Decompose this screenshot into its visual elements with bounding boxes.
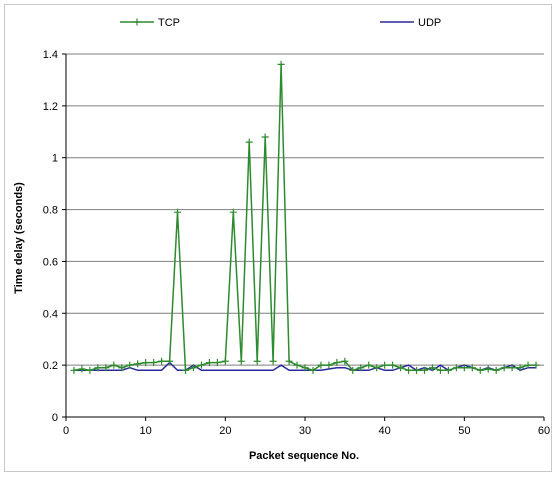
tcp-data-point — [229, 208, 237, 216]
tcp-series-line — [73, 64, 536, 372]
tcp-data-point — [94, 364, 102, 372]
tcp-data-point — [237, 357, 245, 365]
tcp-data-point — [397, 364, 405, 372]
tcp-data-point — [301, 364, 309, 372]
tcp-data-point — [357, 364, 365, 372]
tcp-data-point — [421, 366, 428, 374]
tcp-data-point — [452, 364, 460, 372]
tcp-data-point — [142, 359, 150, 367]
tcp-data-point — [78, 365, 86, 373]
tcp-data-point — [460, 364, 468, 372]
y-tick-label: 0 — [52, 412, 58, 424]
tcp-data-point — [126, 361, 134, 369]
tcp-data-point — [70, 366, 78, 374]
tcp-data-point — [428, 364, 436, 372]
tcp-data-point — [150, 359, 158, 367]
tcp-legend-label: TCP — [158, 17, 180, 29]
tcp-data-point — [158, 357, 166, 365]
y-axis-title: Time delay (seconds) — [13, 182, 25, 294]
udp-legend-entry: UDP — [380, 17, 441, 29]
tcp-data-point — [484, 365, 492, 373]
y-tick-label: 0.6 — [43, 256, 58, 268]
tcp-data-point — [349, 366, 357, 374]
x-axis-title: Packet sequence No. — [249, 450, 359, 462]
x-tick-label: 20 — [219, 425, 231, 437]
tcp-data-point — [508, 364, 516, 372]
tcp-data-point — [261, 133, 269, 141]
tcp-data-point — [285, 357, 293, 365]
tcp-data-point — [245, 138, 253, 146]
tcp-data-point — [197, 361, 205, 369]
x-tick-label: 10 — [140, 425, 152, 437]
y-tick-label: 1.2 — [43, 101, 58, 113]
tcp-data-point — [373, 364, 381, 372]
tcp-data-point — [365, 361, 373, 369]
tcp-data-point — [532, 361, 540, 369]
tcp-data-point — [166, 357, 174, 365]
tcp-data-point — [405, 366, 413, 374]
y-tick-label: 0.4 — [43, 308, 58, 320]
tcp-data-point — [110, 361, 118, 369]
x-tick-label: 60 — [538, 425, 550, 437]
y-tick-label: 1 — [52, 153, 58, 165]
tcp-data-point — [341, 357, 349, 365]
tcp-data-point — [389, 361, 397, 369]
x-tick-label: 0 — [63, 425, 69, 437]
x-tick-label: 50 — [458, 425, 470, 437]
y-tick-label: 0.2 — [43, 360, 58, 372]
tcp-data-point — [476, 366, 484, 374]
tcp-data-point — [381, 361, 389, 369]
tcp-data-point — [413, 366, 421, 374]
tcp-data-point — [524, 361, 532, 369]
tcp-legend-entry: TCP — [120, 17, 180, 29]
chart-frame — [4, 4, 552, 472]
tcp-data-point — [269, 357, 277, 365]
x-tick-label: 40 — [379, 425, 391, 437]
tcp-data-point — [325, 361, 333, 369]
tcp-data-point — [444, 366, 452, 374]
axes: 0 0.2 0.4 0.6 0.8 1 1.2 1.4 0 10 20 30 40 50 60 — [43, 49, 550, 437]
tcp-data-point — [134, 360, 142, 368]
tcp-data-point — [86, 366, 94, 374]
y-tick-label: 0.8 — [43, 205, 58, 217]
tcp-data-point — [221, 357, 229, 365]
tcp-data-point — [189, 364, 197, 372]
grid-lines — [66, 53, 544, 366]
tcp-data-point — [309, 366, 317, 374]
series-lines — [70, 60, 540, 374]
tcp-data-point — [436, 366, 444, 374]
udp-legend-label: UDP — [418, 17, 441, 29]
tcp-data-point — [205, 359, 213, 367]
tcp-data-point — [492, 366, 500, 374]
tcp-data-point — [102, 364, 110, 372]
y-tick-label: 1.4 — [43, 49, 58, 61]
legend: TCP UDP — [120, 17, 441, 29]
tcp-data-point — [213, 359, 221, 367]
tcp-data-point — [182, 366, 189, 374]
tcp-data-point — [333, 359, 341, 367]
tcp-data-point — [277, 60, 285, 68]
tcp-data-point — [174, 208, 182, 216]
tcp-data-point — [253, 357, 261, 365]
tcp-data-point — [468, 364, 476, 372]
tcp-legend-marker — [133, 18, 141, 26]
tcp-data-point — [516, 364, 524, 372]
tcp-data-point — [500, 364, 508, 372]
tcp-data-point — [118, 364, 126, 372]
x-tick-label: 30 — [299, 425, 311, 437]
tcp-data-point — [317, 361, 325, 369]
tcp-data-point — [293, 361, 301, 369]
